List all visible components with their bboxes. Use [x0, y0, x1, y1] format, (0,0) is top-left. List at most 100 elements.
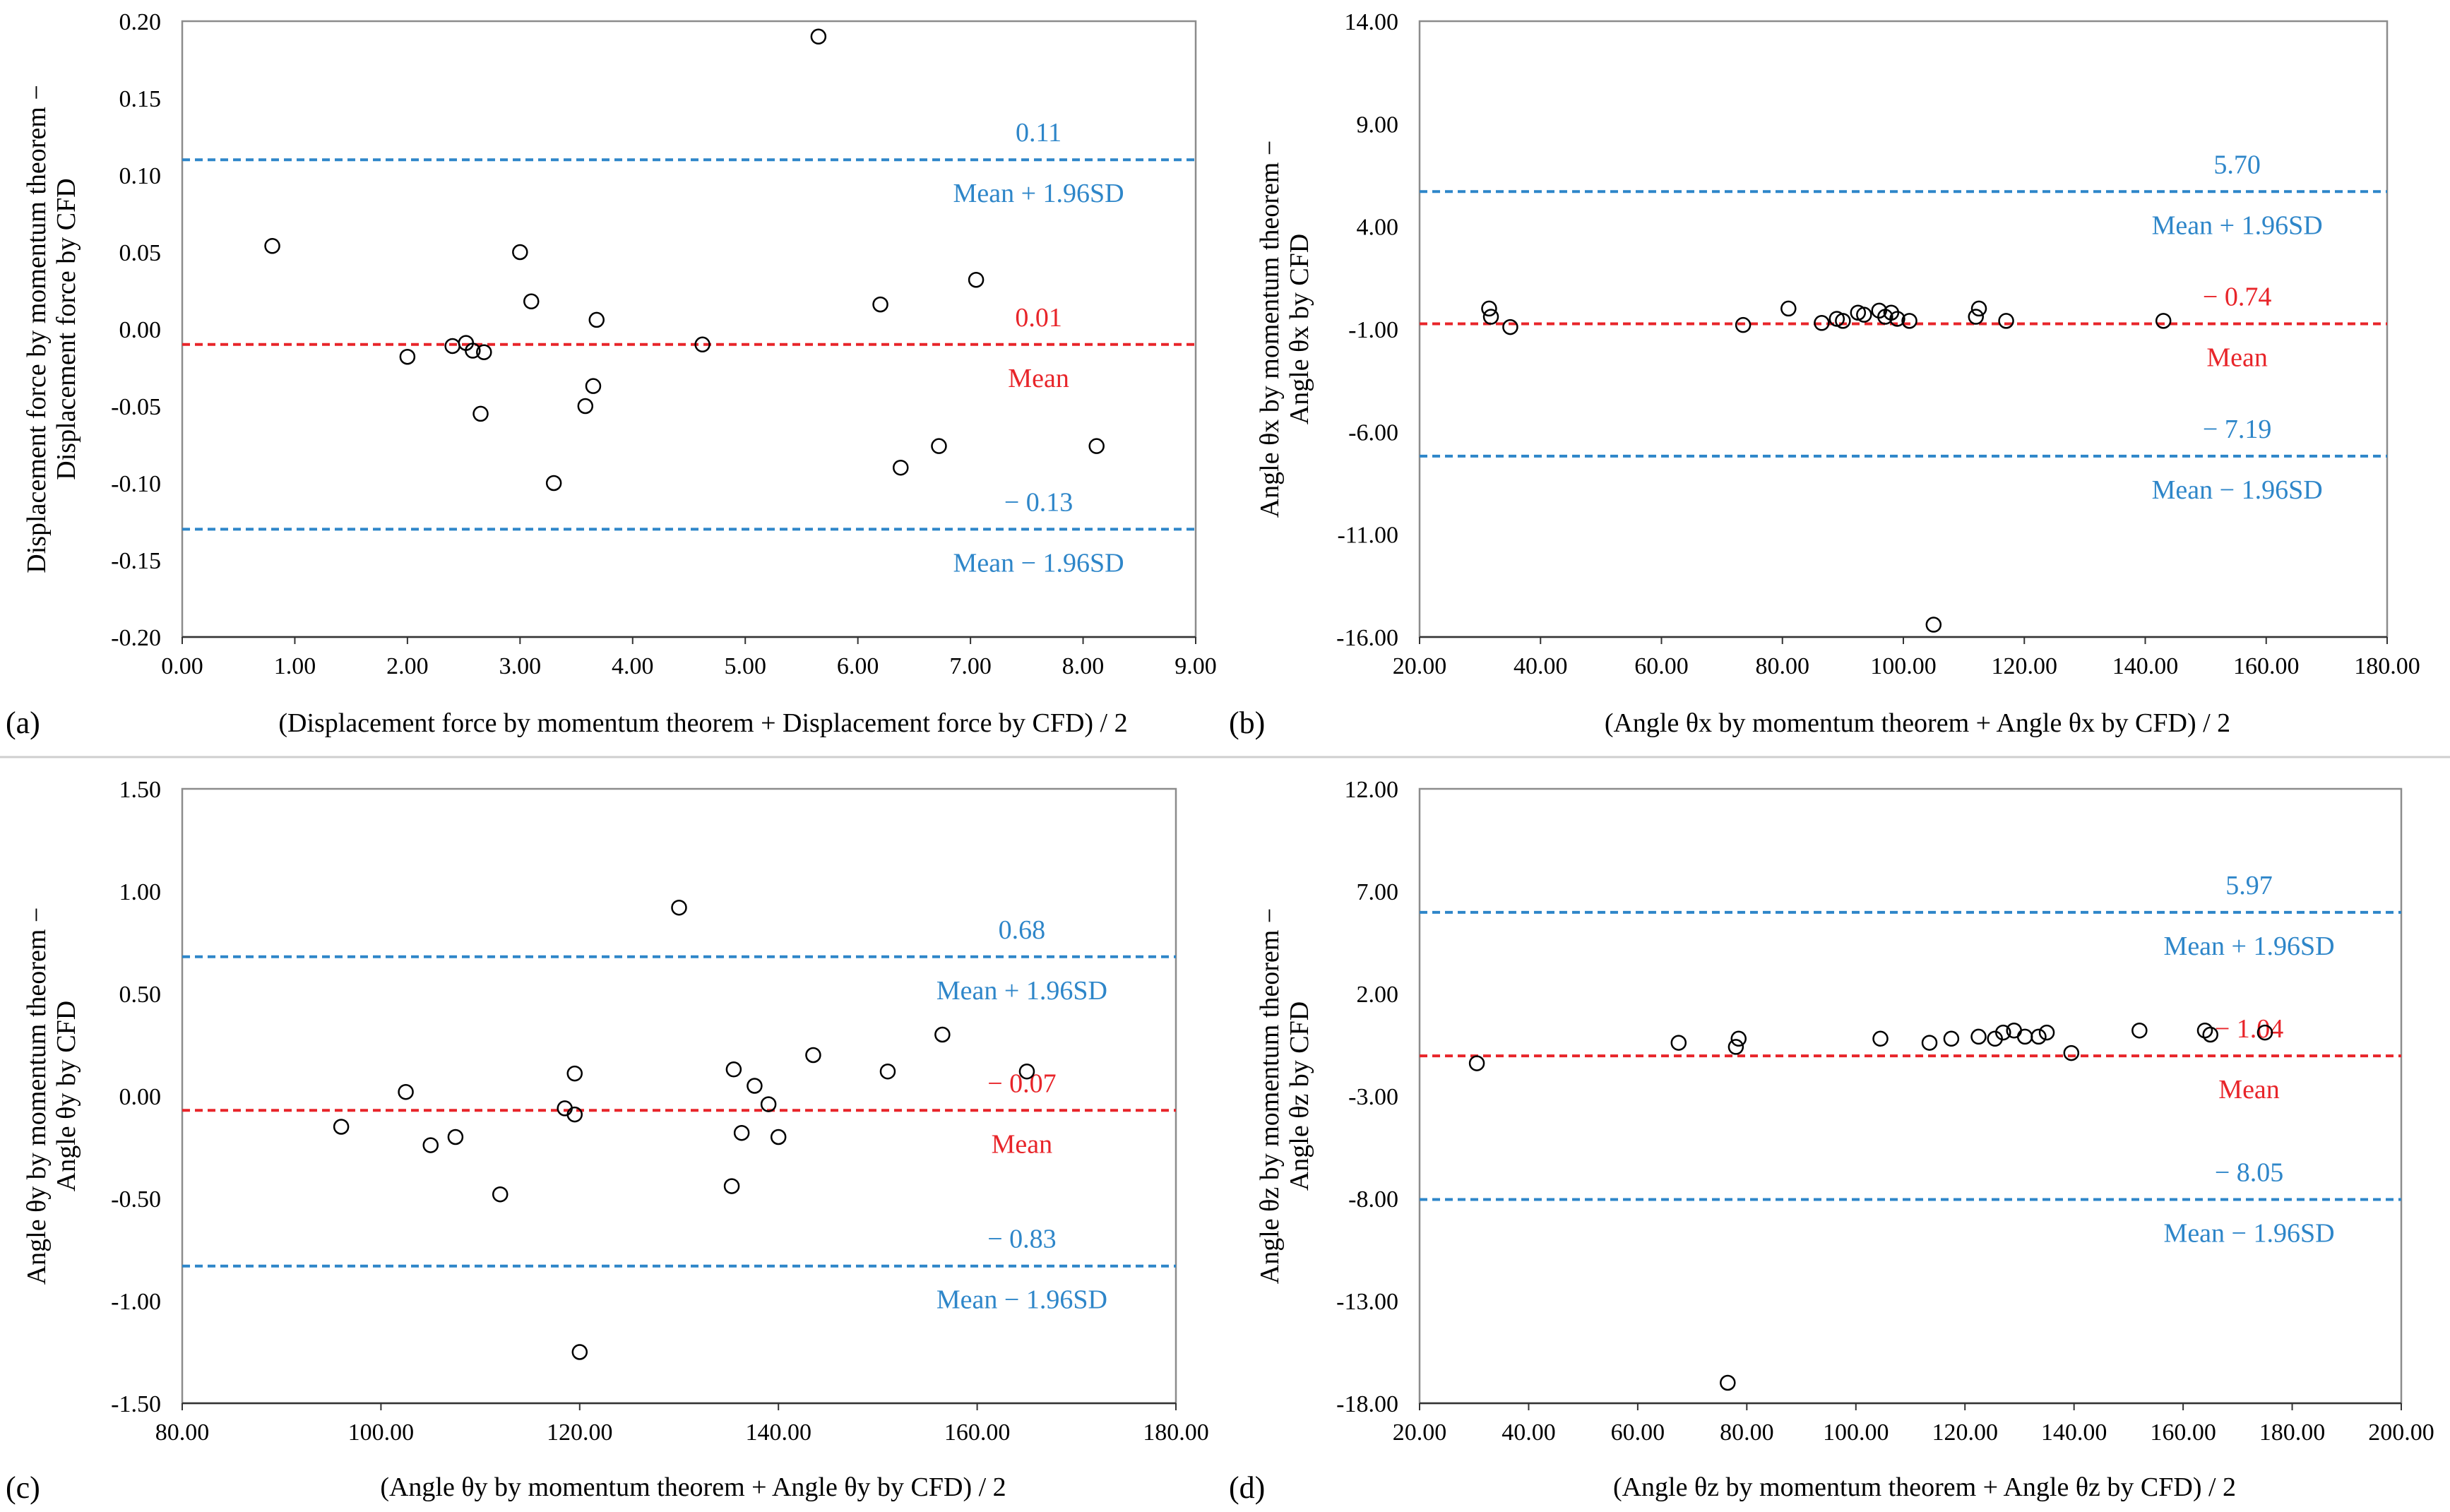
plot-frame	[1418, 20, 2389, 638]
y-tick-label: -18.00	[1336, 1391, 1398, 1417]
x-tick-label: 20.00	[1393, 1419, 1447, 1446]
y-axis-label-line: Angle θx by momentum theorem −	[1255, 141, 1285, 518]
line-value-label: 0.11	[1016, 118, 1062, 148]
y-tick-label: -0.15	[111, 548, 161, 574]
y-axis-label-line: Angle θy by CFD	[52, 1001, 81, 1192]
data-point	[399, 348, 416, 365]
x-tick-label: 3.00	[499, 653, 542, 679]
data-point	[545, 475, 562, 492]
line-value-label: − 8.05	[2215, 1157, 2283, 1187]
panel-d: 20.00 40.00 60.00 80.00 100.00 120.00 140.00 16…	[1229, 777, 2434, 1505]
data-point	[1728, 1039, 1744, 1055]
data-point	[872, 296, 888, 313]
x-tick-label: 2.00	[386, 653, 429, 679]
y-tick-label: 0.10	[119, 163, 162, 189]
x-tick-label: 40.00	[1514, 653, 1568, 679]
y-tick-label: -0.05	[111, 394, 161, 420]
data-point	[733, 1124, 750, 1141]
y-tick-label: 0.05	[119, 240, 162, 266]
x-tick-label: 140.00	[2112, 653, 2179, 679]
x-axis-label: (Angle θy by momentum theorem + Angle θy…	[380, 1472, 1006, 1502]
data-point	[492, 1186, 509, 1203]
y-tick-label: -3.00	[1348, 1084, 1398, 1110]
y-tick-label: 9.00	[1357, 112, 1399, 138]
x-tick-label: 120.00	[1932, 1419, 1998, 1446]
data-point	[2256, 1024, 2273, 1041]
data-point	[671, 899, 687, 916]
data-point	[1730, 1030, 1747, 1047]
data-point	[805, 1047, 821, 1064]
data-point	[723, 1178, 740, 1194]
data-point	[588, 311, 605, 328]
data-point	[968, 271, 985, 288]
data-point	[1482, 309, 1499, 325]
y-tick-label: 14.00	[1345, 9, 1399, 35]
line-name-label: Mean − 1.96SD	[936, 1285, 1107, 1315]
y-tick-label: 0.15	[119, 86, 162, 112]
data-point	[879, 1063, 896, 1080]
panel-label: (c)	[6, 1470, 40, 1505]
x-axis-label: (Angle θx by momentum theorem + Angle θx…	[1605, 708, 2230, 738]
data-point	[1968, 309, 1984, 325]
y-tick-label: -0.20	[111, 625, 161, 651]
data-point	[2016, 1028, 2033, 1045]
x-tick-label: 180.00	[1143, 1419, 1209, 1446]
data-point	[2202, 1026, 2218, 1043]
data-point	[1780, 300, 1797, 317]
data-point	[566, 1106, 583, 1123]
data-point	[1901, 313, 1917, 329]
y-tick-label: -8.00	[1348, 1186, 1398, 1213]
x-tick-label: 80.00	[155, 1419, 210, 1446]
data-point	[2038, 1024, 2055, 1041]
x-tick-label: 20.00	[1393, 653, 1447, 679]
data-point	[760, 1096, 777, 1112]
y-tick-label: 12.00	[1345, 777, 1399, 803]
data-point	[747, 1078, 763, 1094]
line-name-label: Mean	[2218, 1075, 2280, 1105]
x-tick-label: 60.00	[1611, 1419, 1665, 1446]
y-tick-label: 1.00	[119, 879, 162, 905]
data-point	[1735, 316, 1752, 333]
line-value-label: − 0.83	[987, 1225, 1056, 1254]
data-point	[1925, 617, 1942, 633]
line-name-label: Mean	[1008, 364, 1069, 393]
line-value-label: − 0.13	[1004, 487, 1073, 517]
data-point	[577, 398, 594, 415]
y-axis-label-line: Angle θx by CFD	[1285, 234, 1314, 425]
line-value-label: − 7.19	[2203, 415, 2271, 444]
data-point	[566, 1065, 583, 1082]
line-value-label: 0.68	[999, 915, 1046, 945]
data-point	[1018, 1063, 1035, 1080]
x-tick-label: 100.00	[348, 1419, 415, 1446]
x-tick-label: 4.00	[612, 653, 654, 679]
data-point	[1502, 319, 1518, 335]
panel-label: (d)	[1229, 1470, 1265, 1505]
x-tick-label: 60.00	[1634, 653, 1689, 679]
y-tick-label: 0.00	[119, 1084, 162, 1110]
x-tick-label: 6.00	[837, 653, 879, 679]
x-tick-label: 100.00	[1870, 653, 1937, 679]
x-tick-label: 160.00	[2150, 1419, 2216, 1446]
data-point	[725, 1061, 742, 1078]
panel-label: (a)	[6, 706, 40, 740]
x-tick-label: 140.00	[745, 1419, 811, 1446]
data-point	[1889, 311, 1905, 327]
data-point	[1670, 1035, 1687, 1051]
data-point	[585, 378, 602, 394]
data-point	[1995, 1024, 2011, 1041]
y-tick-label: -6.00	[1348, 419, 1398, 446]
data-point	[2155, 313, 2172, 329]
data-point	[523, 293, 540, 310]
line-name-label: Mean + 1.96SD	[2164, 931, 2335, 961]
x-tick-label: 80.00	[1756, 653, 1810, 679]
y-tick-label: -1.00	[1348, 317, 1398, 343]
panel-c: 80.00 100.00 120.00 140.00 160.00 180.00 -1.50…	[6, 777, 1209, 1505]
data-point	[1943, 1030, 1960, 1047]
data-point	[512, 244, 528, 261]
data-point	[1835, 313, 1851, 329]
line-name-label: Mean	[992, 1129, 1053, 1159]
x-axis-label: (Displacement force by momentum theorem …	[278, 708, 1127, 738]
y-axis-label-line: Angle θz by CFD	[1285, 1001, 1314, 1191]
y-axis-label: Displacement force by momentum theorem −…	[22, 85, 81, 573]
x-tick-label: 180.00	[2354, 653, 2420, 679]
